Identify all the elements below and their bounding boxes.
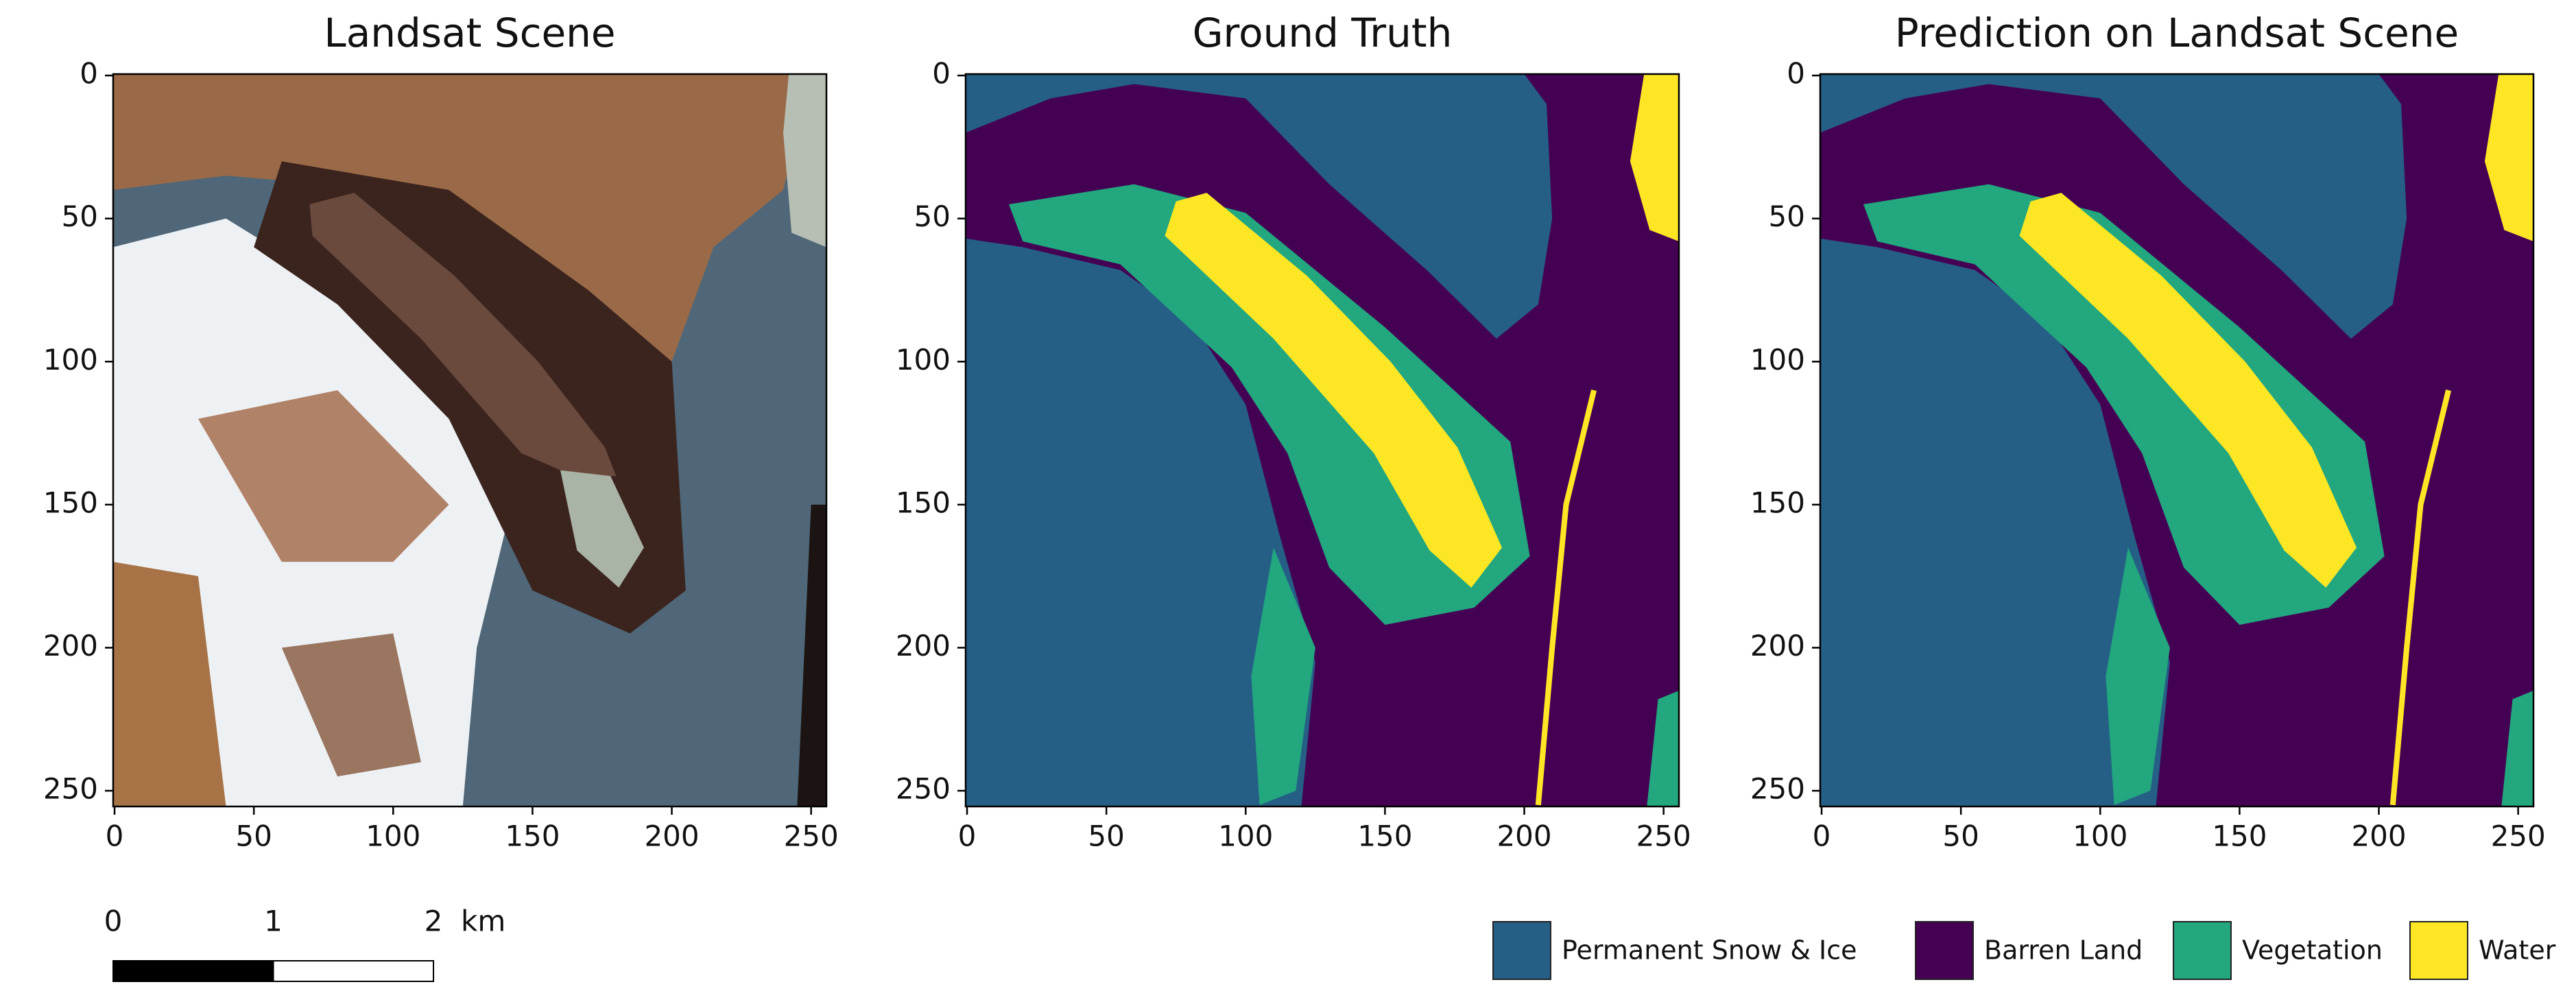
- x-tick-label: 50: [1088, 820, 1124, 853]
- landsat-image: [113, 74, 826, 806]
- y-tick-label: 250: [43, 772, 98, 806]
- legend-swatch: [2173, 921, 2232, 980]
- ground-truth-image: [966, 74, 1679, 806]
- scale-segment: [112, 960, 274, 982]
- x-tick-label: 100: [366, 820, 420, 853]
- y-tick-label: 150: [896, 486, 951, 519]
- axes-frame: [964, 73, 1680, 808]
- x-tick-label: 150: [2212, 820, 2267, 853]
- x-tick-label: 150: [505, 820, 560, 853]
- y-tick-label: 150: [1750, 486, 1805, 519]
- prediction-image: [1820, 74, 2533, 806]
- legend-label: Vegetation: [2242, 935, 2383, 966]
- x-tick-label: 0: [106, 820, 124, 853]
- x-tick-label: 200: [2351, 820, 2406, 853]
- y-tick-label: 0: [932, 57, 951, 91]
- legend-swatch: [1915, 921, 1974, 980]
- scale-label: 0: [104, 905, 123, 938]
- legend-label: Permanent Snow & Ice: [1562, 935, 1857, 966]
- y-tick-label: 200: [43, 629, 98, 662]
- y-tick-label: 50: [914, 200, 951, 233]
- x-tick-label: 0: [958, 820, 977, 853]
- y-tick-label: 100: [1750, 343, 1805, 376]
- x-tick-label: 100: [1218, 820, 1273, 853]
- x-tick-label: 250: [784, 820, 839, 853]
- x-tick-label: 200: [1496, 820, 1551, 853]
- legend-swatch: [2409, 921, 2468, 980]
- x-tick-label: 100: [2073, 820, 2127, 853]
- axes-frame: [112, 73, 828, 808]
- y-tick-label: 200: [1750, 629, 1805, 662]
- x-tick-label: 250: [1636, 820, 1691, 853]
- y-tick-label: 0: [1787, 57, 1805, 91]
- y-tick-label: 250: [896, 772, 951, 806]
- scale-unit: km: [461, 905, 505, 938]
- x-tick-label: 0: [1813, 820, 1831, 853]
- chart-title: Landsat Scene: [324, 10, 615, 56]
- scale-segment: [272, 960, 434, 982]
- y-tick-label: 50: [1769, 200, 1805, 233]
- axes-frame: [1819, 73, 2535, 808]
- y-tick-label: 150: [43, 486, 98, 519]
- legend-label: Water: [2479, 935, 2556, 966]
- y-tick-label: 50: [62, 200, 98, 233]
- x-tick-label: 50: [235, 820, 272, 853]
- y-tick-label: 0: [80, 57, 98, 91]
- y-tick-label: 100: [43, 343, 98, 376]
- x-tick-label: 50: [1942, 820, 1979, 853]
- chart-title: Ground Truth: [1193, 10, 1453, 56]
- y-tick-label: 200: [896, 629, 951, 662]
- x-tick-label: 150: [1357, 820, 1412, 853]
- legend-label: Barren Land: [1984, 935, 2143, 966]
- scale-label: 2: [425, 905, 443, 938]
- y-tick-label: 100: [896, 343, 951, 376]
- x-tick-label: 250: [2491, 820, 2546, 853]
- chart-title: Prediction on Landsat Scene: [1895, 10, 2459, 56]
- legend-swatch: [1492, 921, 1551, 980]
- y-tick-label: 250: [1750, 772, 1805, 806]
- x-tick-label: 200: [644, 820, 699, 853]
- scale-label: 1: [264, 905, 283, 938]
